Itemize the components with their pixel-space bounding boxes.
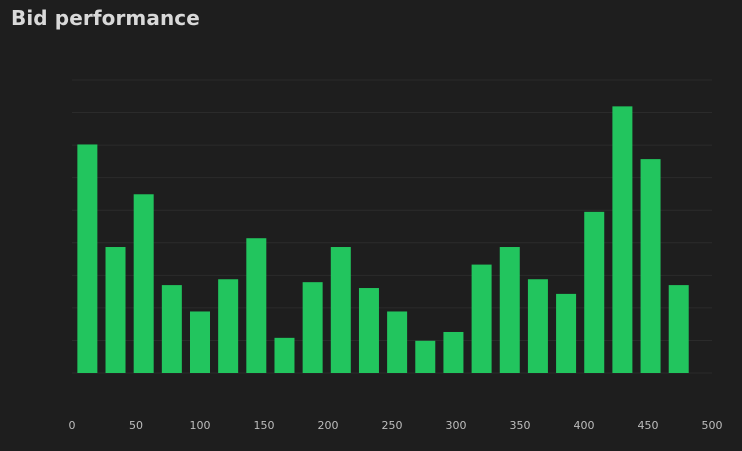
bar[interactable] (302, 282, 323, 373)
bar[interactable] (77, 144, 98, 373)
x-tick-label: 0 (69, 419, 76, 432)
x-tick-label: 350 (510, 419, 531, 432)
x-tick-label: 200 (318, 419, 339, 432)
bar[interactable] (443, 331, 464, 373)
bar[interactable] (387, 311, 408, 373)
bar[interactable] (527, 279, 548, 373)
bar[interactable] (556, 293, 577, 373)
bar[interactable] (190, 311, 210, 373)
bar[interactable] (218, 279, 239, 373)
x-tick-label: 150 (254, 419, 275, 432)
x-tick-label: 500 (702, 419, 723, 432)
x-tick-label: 250 (382, 419, 403, 432)
x-tick-label: 50 (129, 419, 143, 432)
bar[interactable] (640, 159, 661, 373)
x-tick-label: 100 (190, 419, 211, 432)
chart-title: Bid performance (11, 6, 200, 30)
bar[interactable] (584, 211, 605, 373)
bar[interactable] (161, 285, 182, 373)
bar[interactable] (668, 285, 689, 373)
x-tick-label: 400 (574, 419, 595, 432)
bar[interactable] (274, 337, 295, 373)
bar[interactable] (133, 194, 154, 373)
bar[interactable] (358, 288, 379, 373)
x-tick-label: 450 (638, 419, 659, 432)
bar[interactable] (330, 247, 351, 373)
bar[interactable] (499, 247, 520, 373)
bar[interactable] (246, 238, 267, 373)
bar[interactable] (471, 264, 492, 373)
bar[interactable] (612, 106, 633, 374)
bar[interactable] (105, 247, 126, 373)
x-tick-label: 300 (446, 419, 467, 432)
bar[interactable] (415, 340, 436, 373)
